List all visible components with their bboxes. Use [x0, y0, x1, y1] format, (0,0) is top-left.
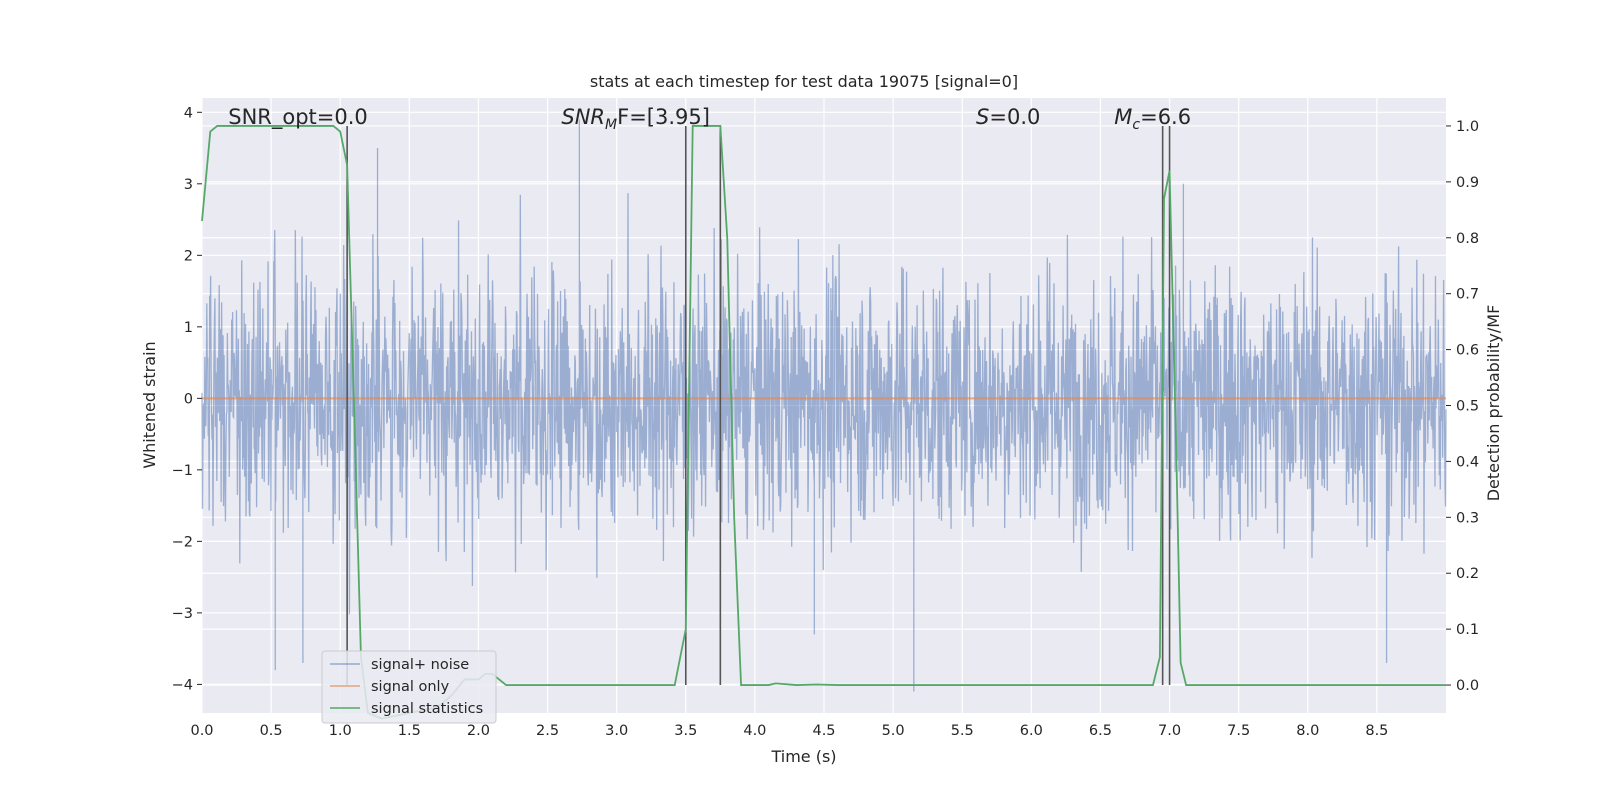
x-tick-label: 6.5 — [1089, 723, 1112, 739]
y2-tick-label: 0.7 — [1456, 287, 1479, 303]
x-axis-label: Time (s) — [770, 747, 836, 766]
x-tick-label: 7.0 — [1158, 723, 1181, 739]
y2-tick-label: 0.3 — [1456, 510, 1479, 526]
y-axis-label: Whitened strain — [140, 341, 159, 468]
x-tick-label: 4.5 — [812, 723, 835, 739]
x-tick-label: 5.5 — [951, 723, 974, 739]
noise-trace — [201, 119, 1447, 692]
legend-entry-noise: signal+ noise — [371, 657, 469, 673]
y-tick-label: −1 — [172, 463, 193, 479]
y-tick-label: −4 — [172, 677, 193, 693]
y-tick-label: −3 — [172, 606, 193, 622]
x-tick-label: 3.0 — [605, 723, 628, 739]
y-tick-label: 0 — [184, 391, 193, 407]
x-tick-label: 2.0 — [467, 723, 490, 739]
legend: signal+ noise signal only signal statist… — [321, 650, 497, 724]
y2-tick-label: 0.4 — [1456, 454, 1479, 470]
x-tick-label: 8.0 — [1296, 723, 1319, 739]
y2-tick-label: 1.0 — [1456, 119, 1479, 135]
y-tick-label: 1 — [184, 320, 193, 336]
x-tick-label: 0.5 — [260, 723, 283, 739]
y-axis-ticks: 4 3 2 1 0 −1 −2 −3 −4 — [172, 105, 202, 693]
x-tick-label: 1.0 — [329, 723, 352, 739]
y2-tick-label: 0.9 — [1456, 175, 1479, 191]
x-tick-label: 1.5 — [398, 723, 421, 739]
legend-entry-statistics: signal statistics — [371, 701, 483, 717]
y-tick-label: 4 — [184, 105, 193, 121]
annotation: Mc=6.6 — [1114, 105, 1191, 133]
chart-title: stats at each timestep for test data 190… — [590, 72, 1018, 91]
y2-tick-label: 0.0 — [1456, 678, 1479, 694]
x-tick-label: 4.0 — [743, 723, 766, 739]
x-tick-label: 3.5 — [674, 723, 697, 739]
x-tick-label: 6.0 — [1020, 723, 1043, 739]
y2-axis-label: Detection probability/MF — [1484, 305, 1503, 502]
y2-axis-ticks: 1.0 0.9 0.8 0.7 0.6 0.5 0.4 0.3 0.2 0.1 0.0 — [1446, 119, 1479, 694]
y-tick-label: 2 — [184, 248, 193, 264]
annotation: SNR_opt=0.0 — [228, 105, 368, 130]
y2-tick-label: 0.6 — [1456, 343, 1479, 359]
annotations: SNR_opt=0.0 SNRMF=[3.95] S=0.0 Mc=6.6 — [228, 105, 1191, 133]
series-signal-noise — [201, 119, 1447, 692]
y2-tick-label: 0.1 — [1456, 622, 1479, 638]
x-axis-ticks: 0.0 0.5 1.0 1.5 2.0 2.5 3.0 3.5 4.0 4.5 5.0 5.5 6.0 6… — [190, 723, 1388, 739]
legend-entry-signal-only: signal only — [371, 679, 450, 695]
series-signal-statistics — [201, 125, 1446, 720]
y2-tick-label: 0.5 — [1456, 399, 1479, 415]
annotation: S=0.0 — [976, 105, 1040, 129]
x-tick-label: 0.0 — [190, 723, 213, 739]
y-tick-label: −2 — [172, 534, 193, 550]
x-tick-label: 8.5 — [1365, 723, 1388, 739]
y2-tick-label: 0.8 — [1456, 231, 1479, 247]
y2-tick-label: 0.2 — [1456, 566, 1479, 582]
y-tick-label: 3 — [184, 177, 193, 193]
x-tick-label: 2.5 — [536, 723, 559, 739]
annotation: SNRMF=[3.95] — [561, 105, 710, 133]
x-tick-label: 7.5 — [1227, 723, 1250, 739]
x-tick-label: 5.0 — [882, 723, 905, 739]
legend-box — [321, 650, 497, 724]
statistics-trace — [201, 125, 1446, 720]
